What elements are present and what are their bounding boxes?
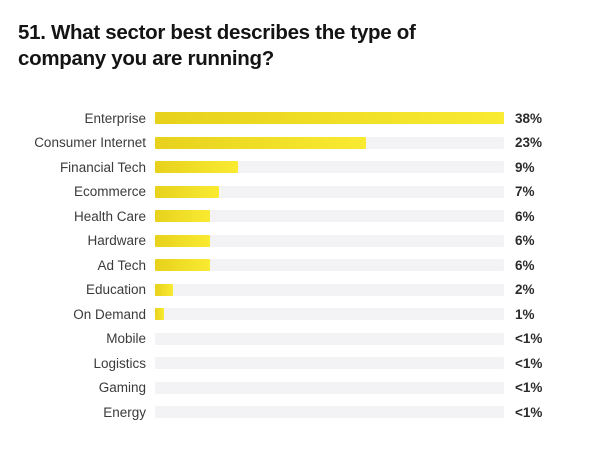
bar-track [155,161,504,174]
value-label: <1% [515,404,543,420]
bar-track [155,381,504,394]
bar-track [155,112,504,125]
bar-track [155,357,504,370]
page-title-line2: company you are running? [18,47,274,70]
value-label: 2% [515,282,535,298]
bar-fill [155,136,367,149]
value-label: 7% [515,184,535,200]
bar-track [155,406,504,419]
bar-fill [155,308,165,321]
bar-track [155,210,504,223]
chart-row: Logistics <1% [20,351,542,376]
chart-row: Ecommerce 7% [20,180,542,205]
chart-row: On Demand 1% [20,302,542,327]
category-label: Enterprise [84,110,146,126]
page-title: 51. What sector best describes the type … [18,20,416,72]
bar-fill [155,234,211,247]
category-label: Gaming [98,380,146,396]
value-label: 6% [515,257,535,273]
chart-row: Hardware 6% [20,229,542,254]
category-label: Ad Tech [97,257,146,273]
value-label: 23% [515,135,543,151]
category-label: Mobile [106,331,146,347]
bar-track [155,136,504,149]
sector-bar-chart: Enterprise 38% Consumer Internet 23% Fin… [20,106,542,425]
category-label: Ecommerce [73,184,146,200]
bar-track [155,185,504,198]
chart-row: Financial Tech 9% [20,155,542,180]
value-label: <1% [515,355,543,371]
category-label: Logistics [93,355,146,371]
bar-fill [155,112,504,125]
chart-row: Health Care 6% [20,204,542,229]
chart-row: Gaming <1% [20,376,543,401]
value-label: <1% [515,331,543,347]
bar-fill [155,283,174,296]
chart-row: Consumer Internet 23% [20,131,542,156]
bar-fill [155,210,211,223]
chart-row: Education 2% [20,278,542,303]
value-label: 6% [515,208,535,224]
bar-track [155,234,504,247]
bar-track [155,259,504,272]
bar-track [155,332,504,345]
value-label: <1% [515,380,543,396]
page-title-line1: 51. What sector best describes the type … [18,21,416,44]
value-label: 6% [515,233,535,249]
category-label: Financial Tech [59,159,146,175]
chart-row: Mobile <1% [20,327,542,352]
bar-fill [155,161,238,174]
bar-track [155,283,504,296]
category-label: Consumer Internet [34,135,146,151]
chart-row: Enterprise 38% [20,106,542,131]
value-label: 38% [515,110,543,126]
value-label: 1% [515,306,535,322]
chart-row: Ad Tech 6% [20,253,542,278]
category-label: Hardware [87,233,146,249]
bar-track [155,308,504,321]
chart-row: Energy <1% [20,400,542,425]
value-label: 9% [515,159,535,175]
category-label: Health Care [73,208,146,224]
bar-fill [155,185,220,198]
category-label: Education [85,282,146,298]
bar-fill [155,259,211,272]
category-label: Energy [103,404,146,420]
category-label: On Demand [73,306,146,322]
